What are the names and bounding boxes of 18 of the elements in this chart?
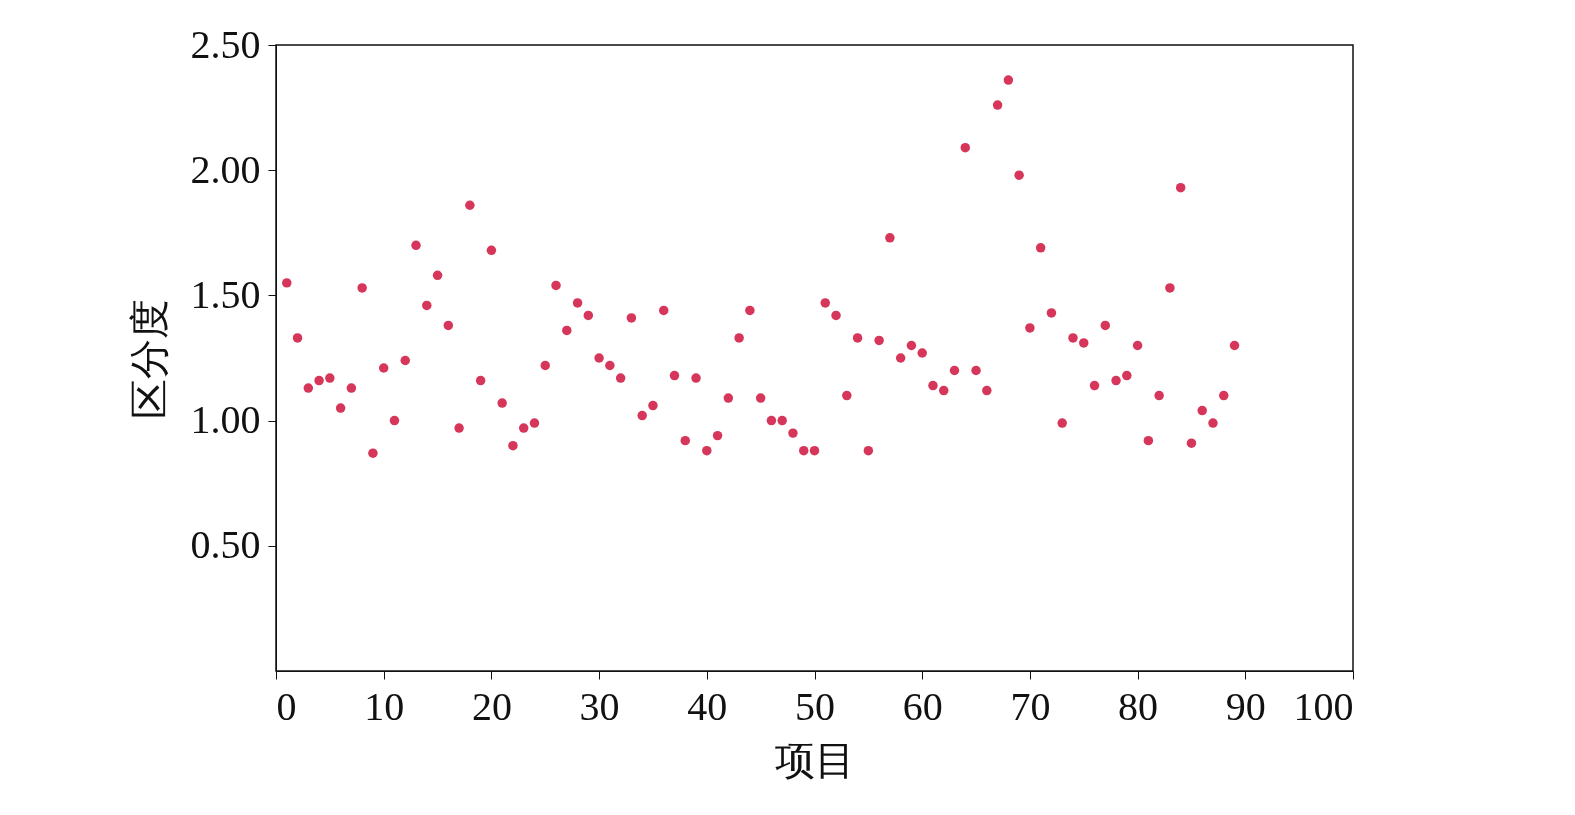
x-tick-label: 0 [276,683,297,729]
y-tick-label: 0.50 [190,522,261,568]
x-tick-label: 40 [687,683,728,729]
x-tick-label: 50 [795,683,835,729]
x-tick-label: 60 [902,683,943,729]
x-tick-label: 90 [1225,683,1266,729]
y-tick-label: 1.00 [190,397,261,443]
x-tick-label: 30 [579,683,620,729]
x-tick-label: 10 [364,683,405,729]
y-axis-title: 区分度 [126,298,172,419]
y-tick-label: 2.50 [190,21,261,67]
x-axis-title: 项目 [775,737,855,783]
y-tick-label: 1.50 [190,271,261,317]
x-tick-label: 20 [471,683,512,729]
x-tick-label: 70 [1010,683,1051,729]
y-tick-label: 2.00 [190,146,261,192]
x-tick-label: 80 [1118,683,1159,729]
x-tick-label: 100 [1293,683,1354,729]
